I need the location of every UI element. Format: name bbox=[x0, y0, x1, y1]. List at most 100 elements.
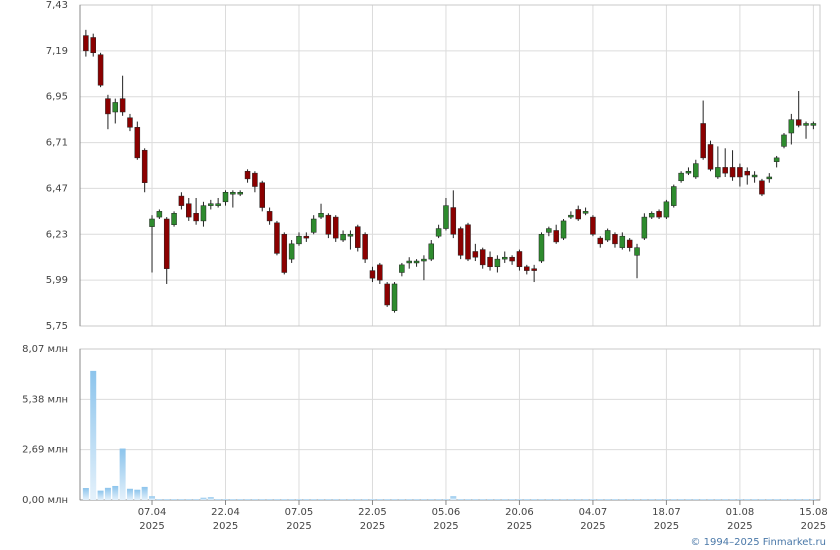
candle-body bbox=[237, 192, 243, 195]
candle-body bbox=[715, 167, 721, 178]
candle-body bbox=[663, 201, 670, 218]
volume-bar bbox=[538, 499, 545, 500]
candle-body bbox=[693, 163, 699, 178]
volume-bar bbox=[178, 499, 185, 500]
candle-body bbox=[288, 243, 295, 260]
volume-bar bbox=[273, 499, 280, 500]
volume-bar bbox=[193, 499, 200, 500]
candle-body bbox=[810, 123, 817, 126]
volume-bar bbox=[810, 499, 817, 500]
candle-body bbox=[186, 203, 192, 218]
candle-body bbox=[722, 167, 728, 174]
volume-bar bbox=[707, 499, 714, 500]
volume-bar bbox=[362, 499, 369, 500]
volume-bar bbox=[347, 499, 354, 500]
candle-body bbox=[524, 266, 530, 271]
candle-body bbox=[127, 117, 133, 128]
volume-bar bbox=[288, 499, 295, 500]
volume-bar bbox=[104, 487, 111, 500]
candle-body bbox=[347, 234, 354, 237]
volume-bar bbox=[406, 499, 413, 500]
volume-bar bbox=[516, 499, 523, 500]
volume-bar bbox=[281, 499, 288, 500]
candle-body bbox=[568, 214, 574, 218]
candle-body bbox=[501, 256, 508, 260]
x-tick-label: 18.07 2025 bbox=[652, 507, 681, 532]
candle-body bbox=[391, 283, 398, 311]
volume-bar bbox=[744, 499, 751, 500]
volume-bar bbox=[494, 499, 501, 500]
candle-body bbox=[737, 167, 743, 178]
volume-bar bbox=[803, 499, 810, 500]
x-tick-line: 2025 bbox=[213, 521, 238, 532]
volume-bar bbox=[597, 499, 604, 500]
candle-body bbox=[369, 270, 376, 279]
x-tick-line: 18.07 bbox=[652, 507, 681, 518]
volume-bar bbox=[634, 499, 641, 500]
candle-body bbox=[531, 268, 537, 271]
volume-bar bbox=[126, 488, 133, 500]
candle-body bbox=[641, 216, 648, 239]
candle-body bbox=[193, 213, 199, 222]
volume-bar bbox=[163, 499, 170, 500]
candle-body bbox=[626, 239, 633, 248]
volume-bar bbox=[575, 499, 582, 500]
candle-body bbox=[751, 174, 758, 178]
volume-bar bbox=[788, 499, 795, 500]
volume-bar bbox=[450, 496, 457, 500]
x-tick-line: 2025 bbox=[801, 521, 826, 532]
x-tick-line: 01.08 bbox=[726, 507, 755, 518]
volume-bar bbox=[780, 499, 787, 500]
candle-body bbox=[656, 211, 662, 218]
x-tick-label: 22.04 2025 bbox=[211, 507, 240, 532]
candle-body bbox=[759, 180, 765, 195]
volume-bar bbox=[112, 485, 119, 500]
candle-body bbox=[141, 149, 148, 183]
candle-body bbox=[538, 234, 545, 262]
candle-body bbox=[671, 186, 677, 206]
x-tick-line: 2025 bbox=[654, 521, 679, 532]
x-tick-line: 2025 bbox=[139, 521, 164, 532]
y-tick-label: 7,43 bbox=[46, 0, 68, 11]
candle-body bbox=[83, 35, 89, 52]
volume-bar bbox=[251, 499, 258, 500]
volume-bar bbox=[604, 499, 611, 500]
volume-bar bbox=[656, 499, 663, 500]
candle-body bbox=[340, 234, 346, 241]
candle-body bbox=[590, 216, 596, 235]
volume-bar bbox=[700, 499, 707, 500]
y-tick-label: 2,69 млн bbox=[22, 445, 68, 456]
volume-bar bbox=[626, 499, 633, 500]
volume-bar bbox=[318, 499, 325, 500]
volume-bar bbox=[795, 499, 802, 500]
volume-bar bbox=[156, 499, 163, 500]
volume-bar bbox=[384, 499, 391, 500]
candle-body bbox=[450, 207, 457, 235]
volume-bar bbox=[134, 489, 141, 500]
volume-bar bbox=[435, 499, 442, 500]
volume-bar bbox=[736, 499, 743, 500]
y-tick-label: 5,99 bbox=[46, 275, 68, 286]
volume-bar bbox=[714, 499, 721, 500]
candle-body bbox=[112, 102, 119, 113]
candle-body bbox=[406, 260, 412, 264]
volume-bar bbox=[237, 499, 244, 500]
x-tick-line: 07.04 bbox=[138, 507, 167, 518]
volume-bar bbox=[303, 499, 310, 500]
x-tick-line: 04.07 bbox=[579, 507, 608, 518]
x-tick-line: 2025 bbox=[580, 521, 605, 532]
candle-body bbox=[604, 230, 611, 241]
x-tick-line: 2025 bbox=[360, 521, 385, 532]
candle-body bbox=[648, 213, 655, 218]
candle-body bbox=[325, 214, 332, 235]
candle-body bbox=[795, 119, 802, 126]
volume-bar bbox=[442, 499, 449, 500]
candle-body bbox=[281, 234, 288, 273]
volume-bar bbox=[758, 499, 765, 500]
volume-bar bbox=[97, 490, 104, 500]
x-tick-label: 07.04 2025 bbox=[138, 507, 167, 532]
x-tick-line: 2025 bbox=[433, 521, 458, 532]
candle-body bbox=[259, 182, 265, 208]
candle-body bbox=[266, 211, 273, 222]
